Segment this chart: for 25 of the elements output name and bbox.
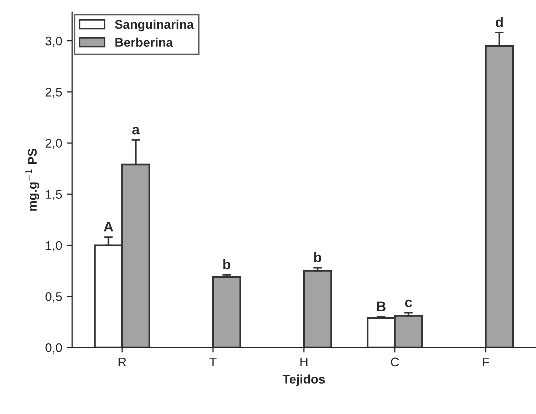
x-tick-label: T	[210, 358, 217, 367]
y-tick-label: 1,0	[46, 241, 62, 252]
annotation: d	[496, 17, 503, 28]
annotation: b	[224, 259, 231, 270]
annotation: b	[314, 252, 322, 262]
y-tick-label: 0,5	[46, 292, 62, 303]
y-axis-title: mg.g$^{−1}$ PS	[26, 148, 40, 211]
y-tick-label: 1,5	[46, 190, 62, 201]
annotation: c	[405, 300, 412, 308]
y-tick-label: 3,0	[46, 36, 62, 48]
x-tick-label: H	[300, 358, 308, 367]
x-tick-label: C	[391, 358, 400, 367]
x-tick-label: F	[483, 358, 490, 367]
bar	[303, 270, 332, 348]
y-tick-label: 0,0	[46, 344, 62, 354]
legend-label: Berberina	[116, 38, 174, 48]
annotation: B	[377, 302, 386, 312]
y-tick-label: 2,5	[46, 88, 62, 98]
bar	[212, 276, 242, 348]
annotation: A	[104, 222, 114, 232]
x-axis-title: Tejidos	[282, 374, 326, 386]
y-tick-label: 2,0	[46, 139, 62, 150]
annotation: a	[132, 127, 140, 135]
x-tick-label: R	[118, 358, 126, 367]
legend-label: Sanguinarina	[115, 20, 194, 32]
